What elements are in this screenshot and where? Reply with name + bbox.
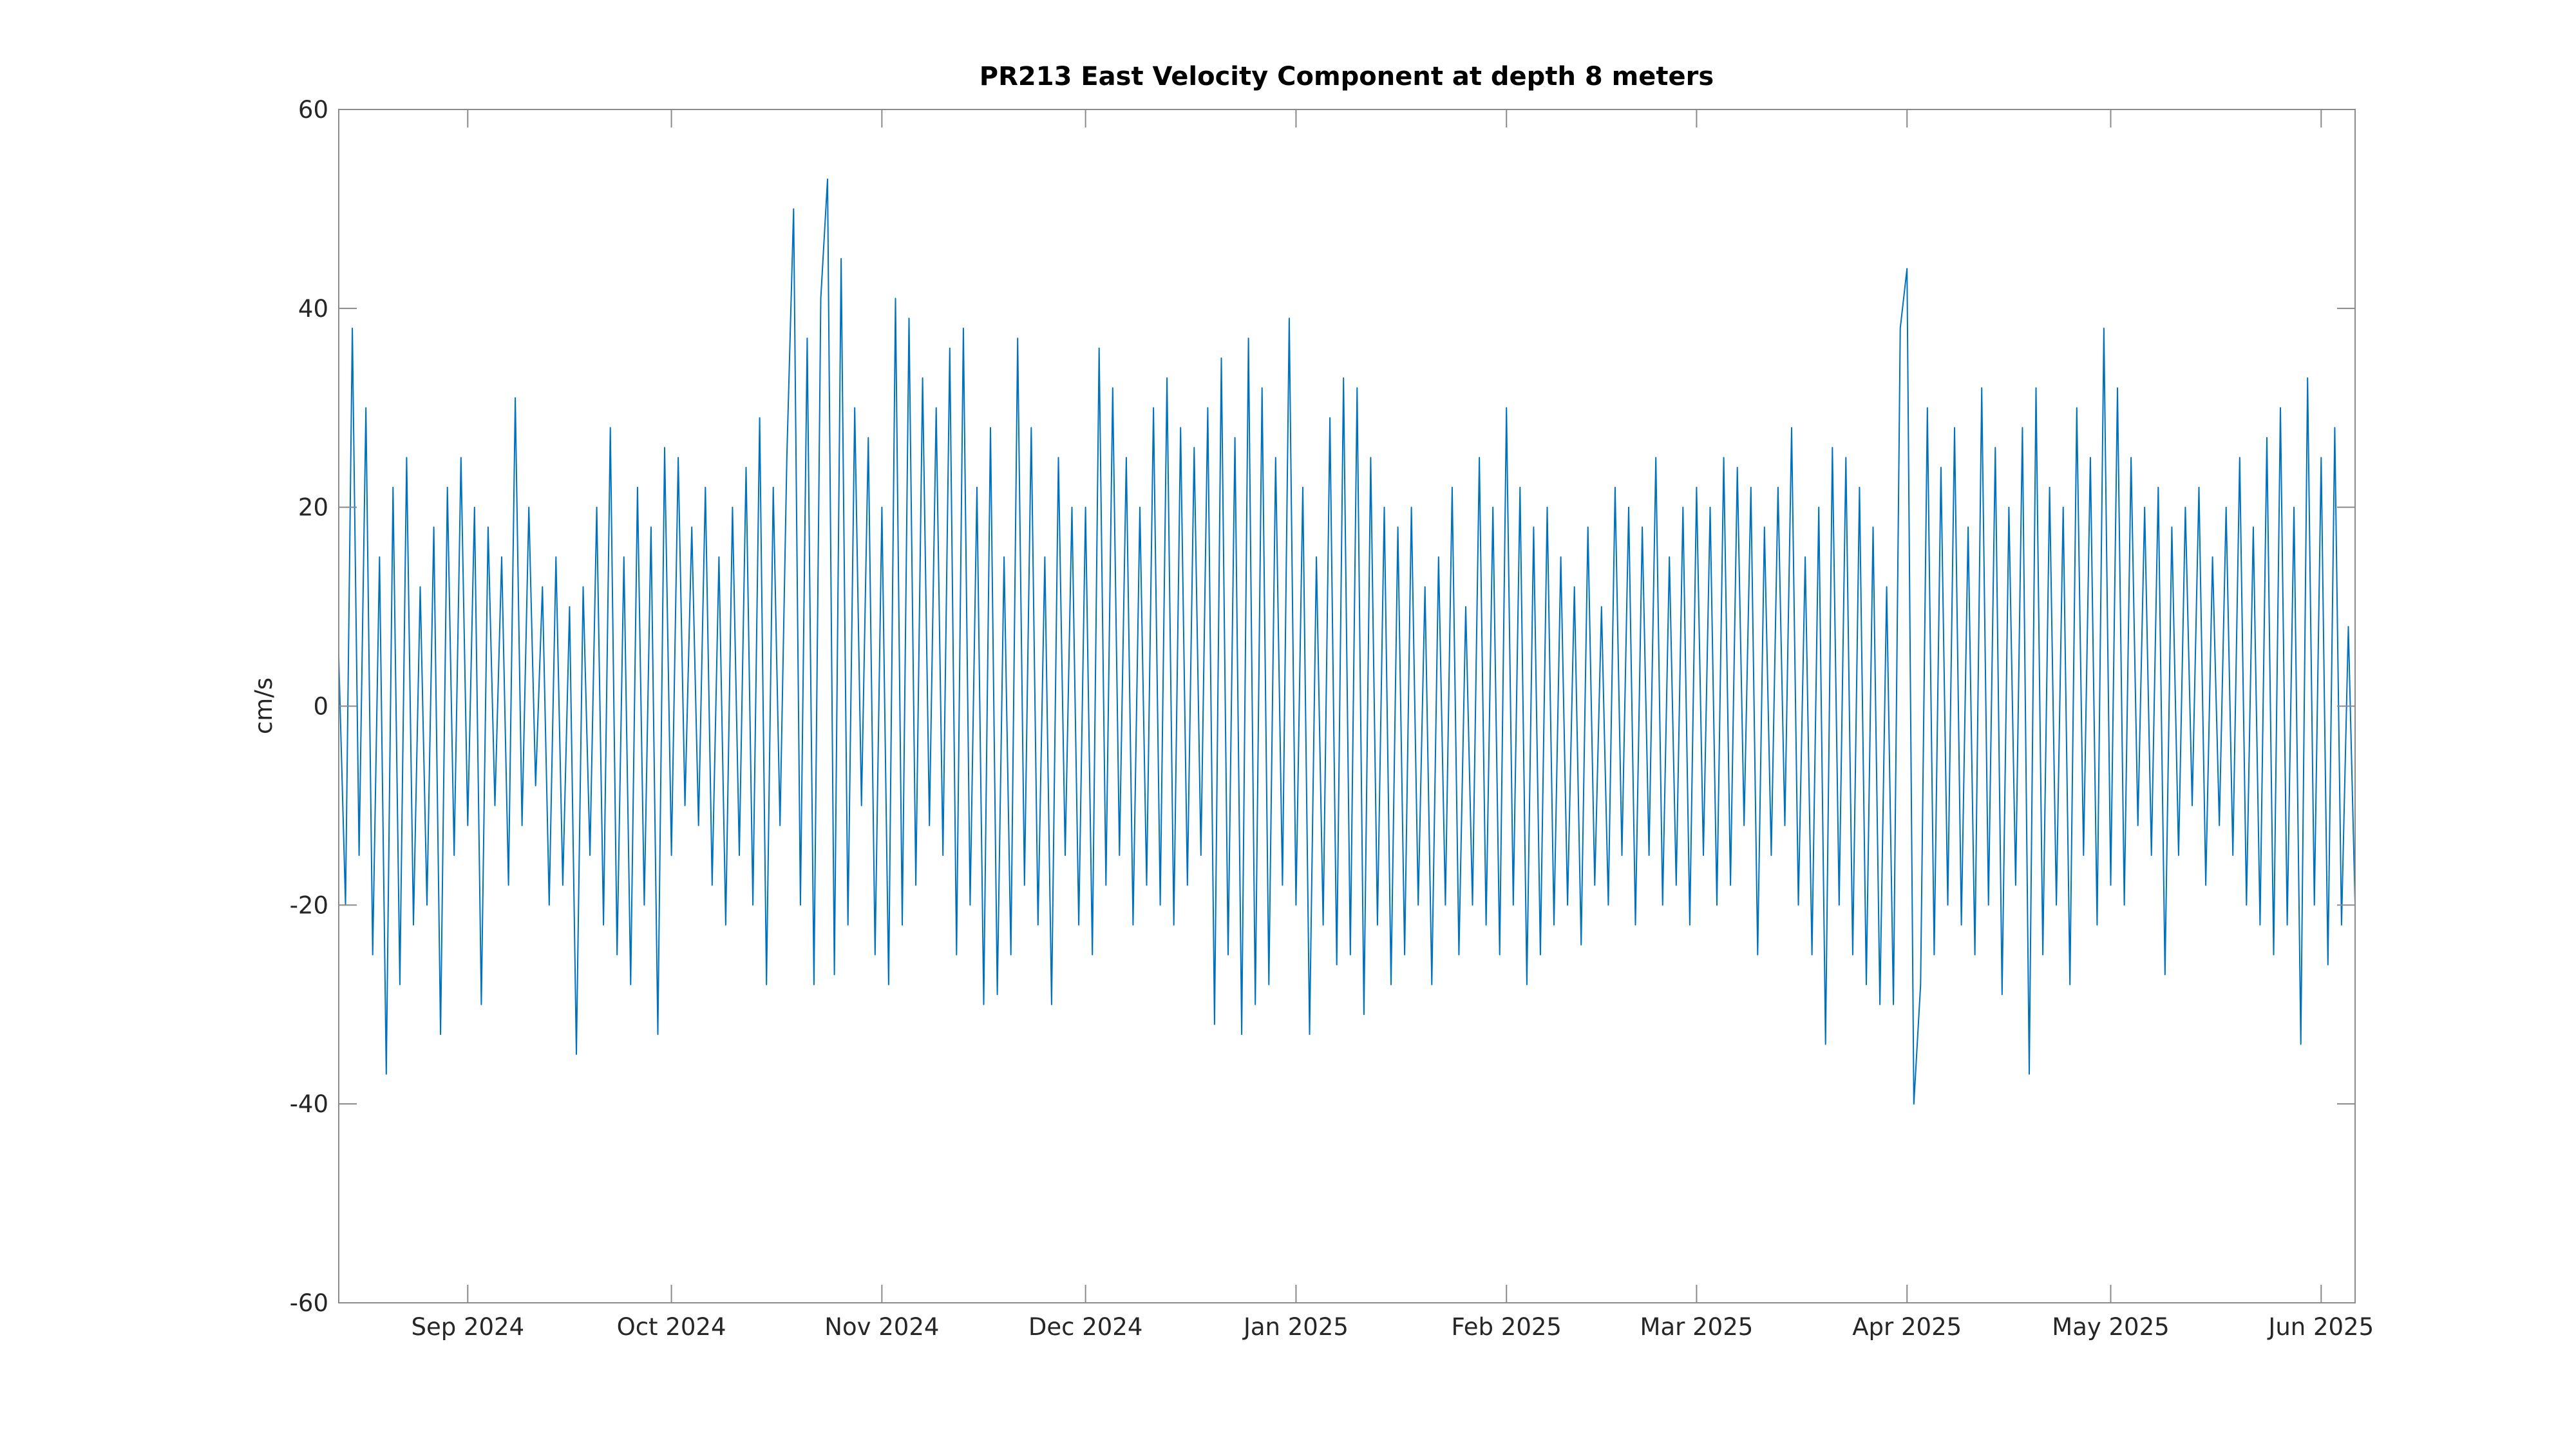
x-tick-label: May 2025: [2052, 1313, 2169, 1341]
y-tick-label: 0: [313, 693, 328, 721]
y-tick-label: -60: [290, 1289, 328, 1317]
x-tick-label: Nov 2024: [824, 1313, 939, 1341]
x-tick-label: Oct 2024: [617, 1313, 726, 1341]
y-axis-label: cm/s: [250, 677, 278, 734]
y-tick-label: 20: [298, 494, 328, 522]
y-tick-label: -20: [290, 891, 328, 919]
x-tick-label: Apr 2025: [1852, 1313, 1962, 1341]
x-tick-label: Dec 2024: [1028, 1313, 1143, 1341]
x-tick-label: Mar 2025: [1640, 1313, 1754, 1341]
y-tick-label: 40: [298, 295, 328, 323]
data-line: [338, 178, 2356, 1105]
y-tick-label: 60: [298, 96, 328, 124]
y-tick-label: -40: [290, 1090, 328, 1118]
x-tick-label: Feb 2025: [1452, 1313, 1562, 1341]
chart-title: PR213 East Velocity Component at depth 8…: [980, 62, 1714, 91]
x-tick-label: Sep 2024: [411, 1313, 524, 1341]
x-tick-label: Jun 2025: [2267, 1313, 2374, 1341]
x-tick-label: Jan 2025: [1242, 1313, 1349, 1341]
